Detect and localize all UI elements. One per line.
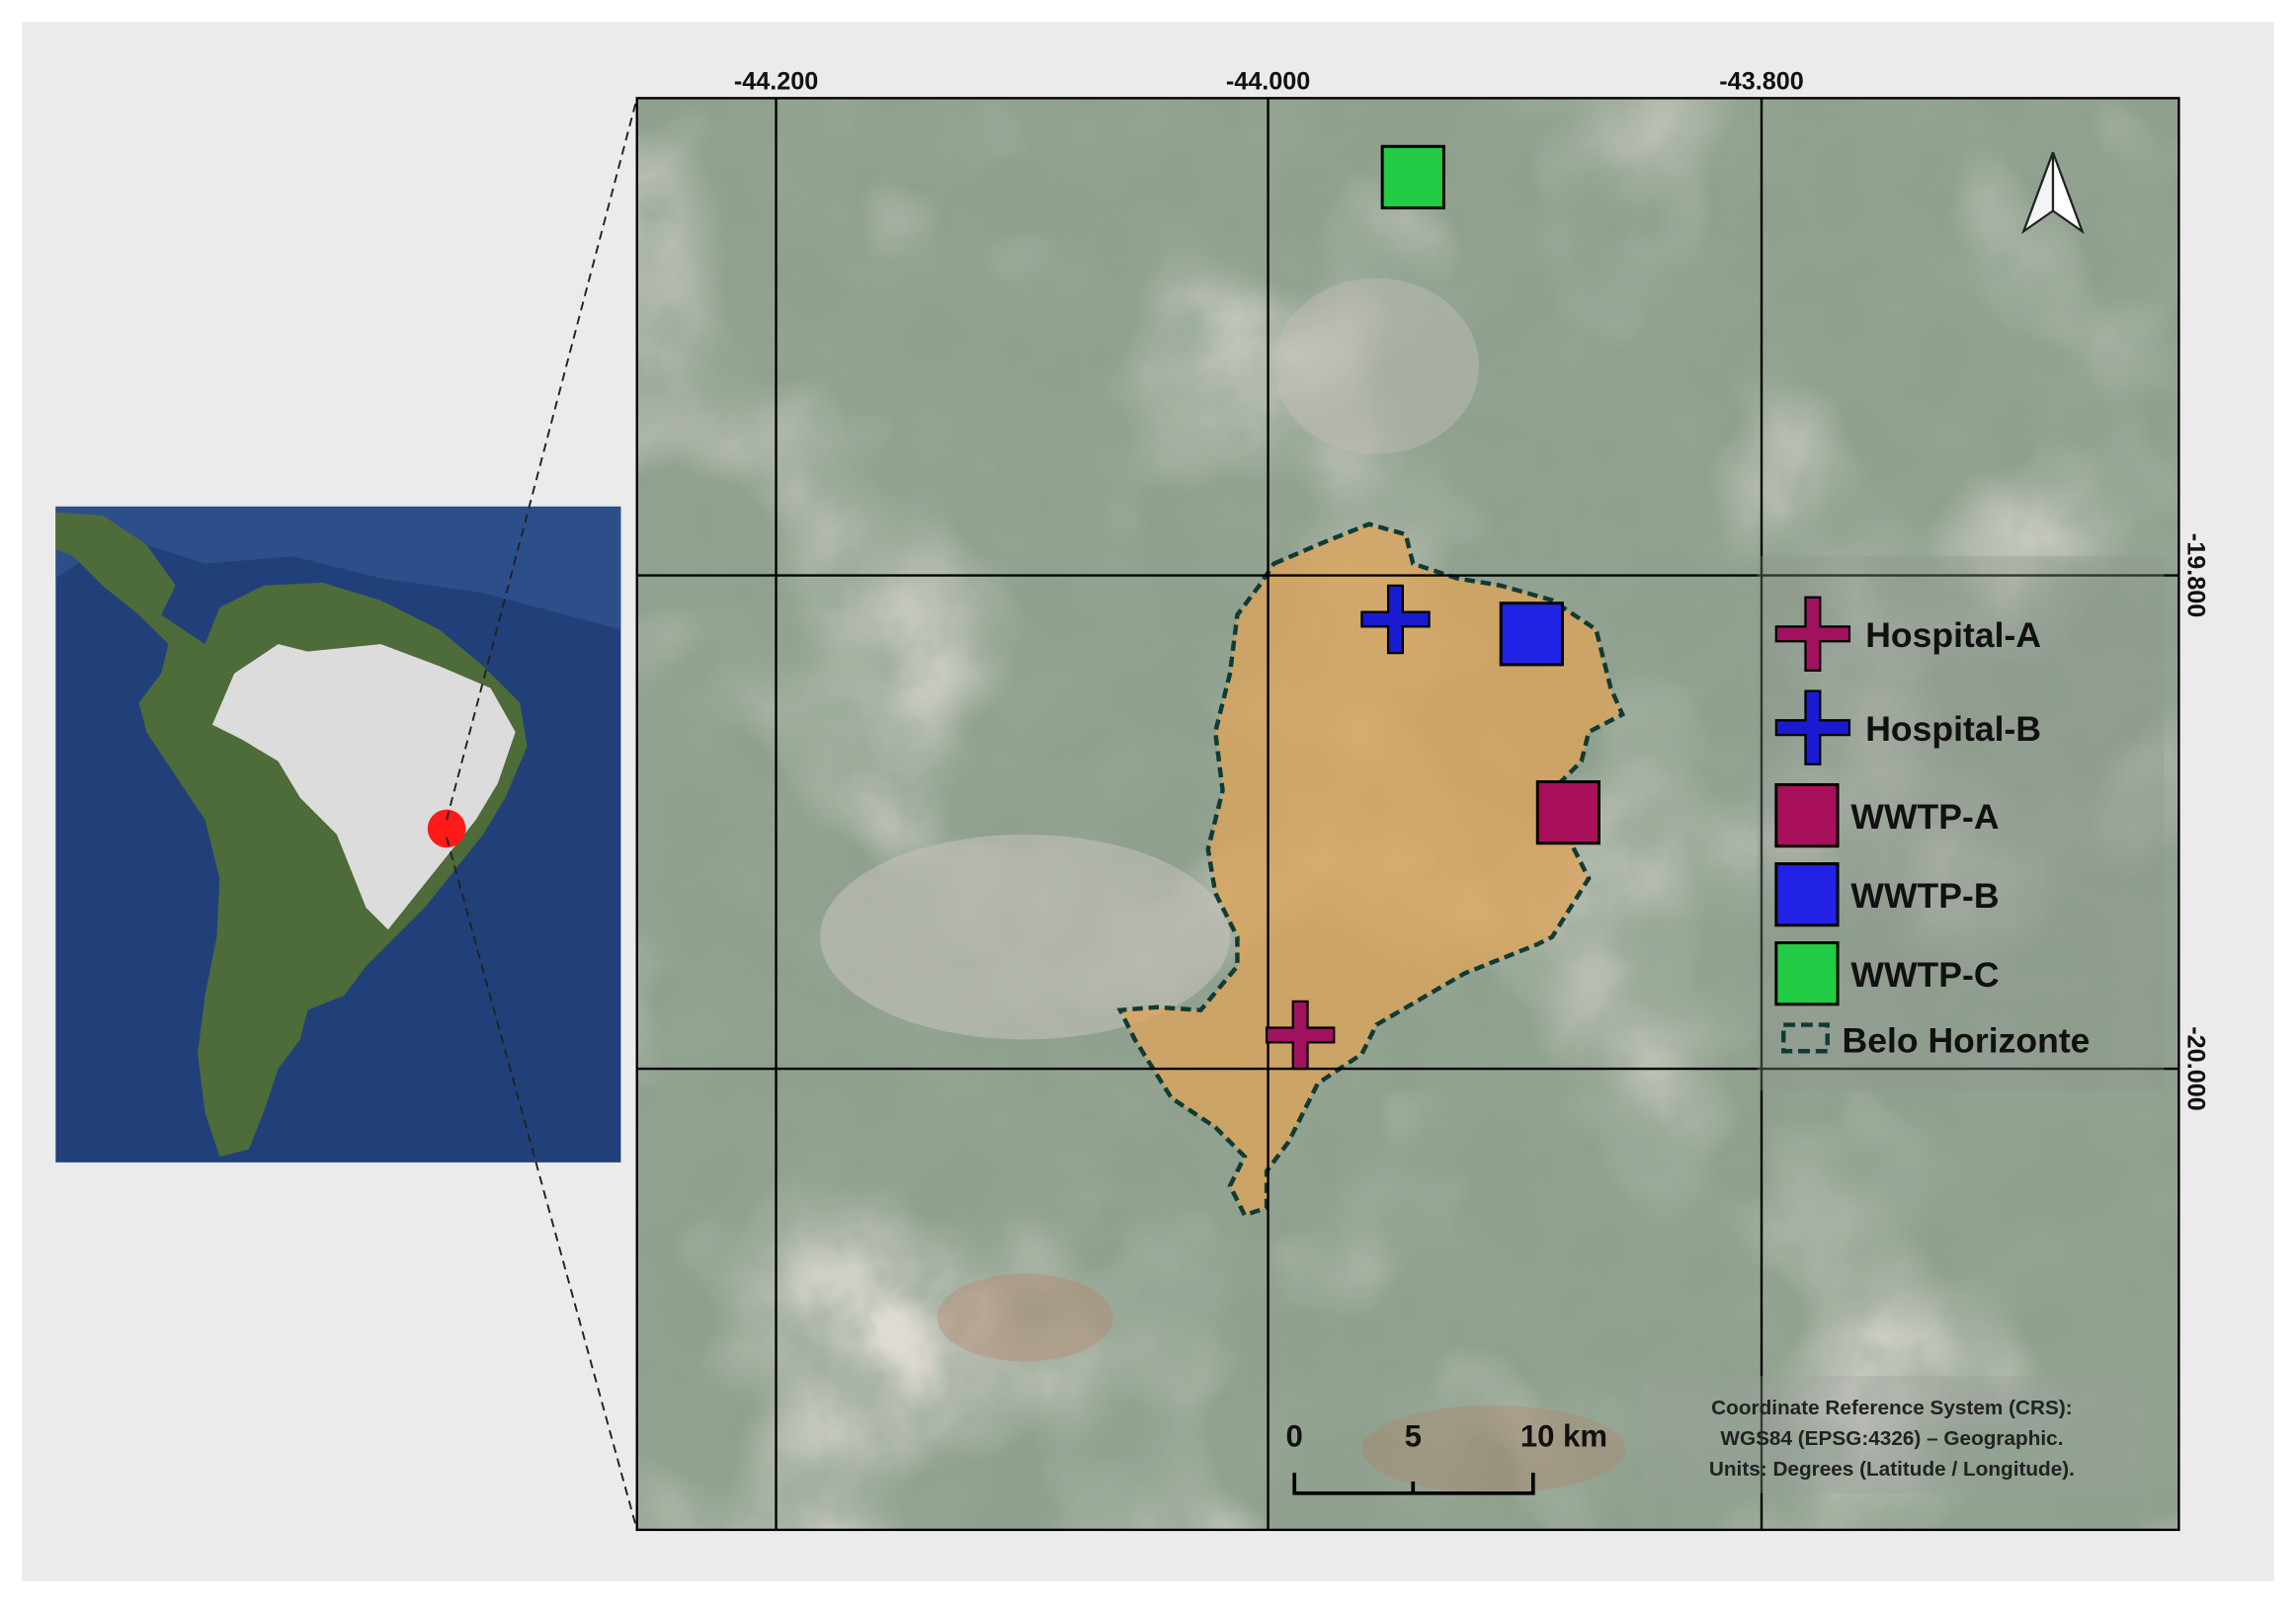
inset-connector bbox=[446, 837, 638, 1531]
inset-connector bbox=[446, 98, 638, 821]
legend-label: Hospital-A bbox=[1865, 615, 2041, 655]
legend-symbol bbox=[1774, 941, 1840, 1006]
latitude-label: -19.800 bbox=[2181, 533, 2209, 617]
legend-symbol bbox=[1774, 782, 1840, 848]
location-marker bbox=[427, 809, 466, 848]
hospital-b-marker bbox=[1360, 584, 1431, 655]
legend: Hospital-A Hospital-B WWTP-A WWTP-B WWTP… bbox=[1757, 556, 2165, 1091]
latitude-label: -20.000 bbox=[2181, 1026, 2209, 1110]
legend-label: WWTP-B bbox=[1850, 876, 1999, 916]
wwtp-c-marker bbox=[1380, 144, 1445, 209]
hospital-a-marker bbox=[1265, 1000, 1336, 1071]
north-arrow-left bbox=[2021, 151, 2055, 235]
crs-line: WGS84 (EPSG:4326) – Geographic. bbox=[1720, 1427, 2063, 1450]
legend-label: Belo Horizonte bbox=[1843, 1021, 2091, 1061]
scale-label: 10 km bbox=[1520, 1418, 1607, 1453]
longitude-label: -43.800 bbox=[1719, 67, 1803, 95]
crs-note: Coordinate Reference System (CRS): WGS84… bbox=[1642, 1376, 2141, 1493]
brazil bbox=[211, 644, 516, 930]
scale-bar: 0 5 10 km bbox=[1286, 1418, 1607, 1495]
north-arrow bbox=[2021, 151, 2085, 235]
legend-label: Hospital-B bbox=[1865, 709, 2041, 749]
legend-symbol bbox=[1781, 1022, 1830, 1054]
legend-symbol bbox=[1774, 862, 1840, 927]
crs-background bbox=[1642, 1376, 2141, 1493]
urban-area bbox=[1273, 278, 1479, 454]
legend-label: WWTP-A bbox=[1850, 797, 1999, 837]
legend-symbol bbox=[1774, 596, 1851, 672]
mining-area bbox=[937, 1273, 1113, 1362]
crs-line: Units: Degrees (Latitude / Longitude). bbox=[1709, 1458, 2075, 1481]
north-ocean bbox=[55, 506, 621, 630]
longitude-label: -44.000 bbox=[1226, 67, 1310, 95]
scale-label: 0 bbox=[1286, 1418, 1303, 1453]
legend-symbol bbox=[1774, 689, 1851, 765]
graticule bbox=[636, 98, 2179, 1530]
scale-label: 5 bbox=[1405, 1418, 1422, 1453]
urban-area bbox=[820, 834, 1230, 1040]
longitude-label: -44.200 bbox=[734, 67, 818, 95]
inset-map bbox=[55, 506, 621, 1163]
wwtp-b-marker bbox=[1499, 602, 1564, 667]
mining-area bbox=[1361, 1405, 1626, 1493]
scale-bar-line bbox=[1292, 1473, 1535, 1495]
wwtp-a-marker bbox=[1535, 780, 1600, 845]
legend-label: WWTP-C bbox=[1850, 955, 1999, 995]
crs-line: Coordinate Reference System (CRS): bbox=[1711, 1397, 2073, 1419]
map-border bbox=[635, 97, 2180, 1532]
